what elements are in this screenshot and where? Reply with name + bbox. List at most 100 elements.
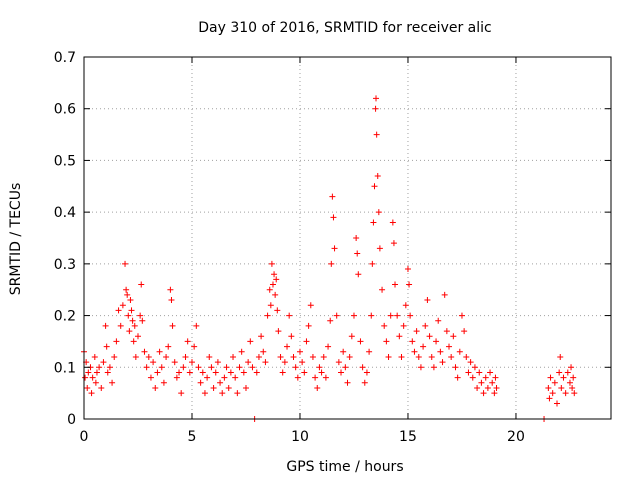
y-tick-label: 0.4 [54,205,76,221]
data-point-marker [469,374,476,381]
data-point-marker [394,312,401,319]
data-point-marker [322,374,329,381]
data-point-marker [554,400,561,407]
data-point-marker [482,374,489,381]
data-point-marker [471,364,478,371]
data-point-marker [129,317,136,324]
data-point-marker [424,297,431,304]
y-tick-label: 0.7 [54,50,76,66]
data-point-marker [253,369,260,376]
data-point-marker [448,353,455,360]
data-point-marker [264,312,271,319]
data-point-marker [489,379,496,386]
data-point-marker [467,359,474,366]
data-point-marker [318,369,325,376]
data-point-marker [564,369,571,376]
data-point-marker [373,95,380,102]
data-point-marker [402,302,409,309]
data-point-marker [353,235,360,241]
data-point-marker [387,312,394,319]
data-point-marker [560,374,567,381]
data-point-marker [212,369,219,376]
data-point-marker [320,353,327,360]
data-point-marker [398,353,405,360]
data-point-marker [201,390,208,397]
data-point-marker [476,369,483,376]
data-point-marker [348,333,355,340]
data-point-marker [404,266,411,273]
data-point-marker [232,374,239,381]
data-point-marker [160,379,167,386]
data-point-marker [493,384,500,391]
data-point-marker [558,384,565,391]
data-point-marker [103,343,110,350]
y-tick-label: 0.6 [54,102,76,118]
data-point-marker [126,328,133,335]
y-axis-label: SRMTID / TECUs [8,183,24,296]
data-point-marker [277,353,284,360]
data-point-marker [340,348,347,355]
data-point-marker [106,364,113,371]
data-point-marker [284,343,291,350]
data-point-marker [354,250,361,257]
data-point-marker [569,384,576,391]
data-point-marker [545,384,552,391]
data-point-marker [84,384,91,391]
data-point-marker [478,379,485,386]
data-point-marker [123,286,130,293]
data-point-marker [292,364,299,371]
data-point-marker [303,338,310,345]
data-point-marker [562,390,569,397]
data-point-marker [274,307,281,314]
data-point-marker [272,291,279,298]
data-point-marker [374,172,381,179]
data-point-marker [286,312,293,319]
data-point-marker [214,359,221,366]
data-point-marker [262,359,269,366]
data-point-marker [184,338,191,345]
data-point-marker [143,364,150,371]
data-point-marker [230,353,237,360]
data-point-marker [271,271,278,278]
data-point-marker [406,281,413,288]
data-point-marker [371,183,378,190]
data-point-marker [400,322,407,329]
data-point-marker [446,343,453,350]
data-point-marker [234,390,241,397]
data-point-marker [138,281,145,288]
data-point-marker [329,193,336,200]
data-point-marker [557,353,564,360]
data-point-marker [199,369,206,376]
data-point-marker [556,369,563,376]
data-point-marker [411,348,418,355]
data-point-marker [221,374,228,381]
data-point-marker [273,276,280,283]
data-point-marker [330,214,337,221]
data-point-marker [279,369,286,376]
data-point-marker [331,245,338,252]
data-point-marker [369,260,376,267]
data-point-marker [290,353,297,360]
data-point-marker [165,343,172,350]
data-point-marker [227,369,234,376]
data-point-marker [247,338,254,345]
data-point-marker [420,343,427,350]
data-point-marker [372,105,379,112]
data-point-marker [426,333,433,340]
data-point-marker [115,307,122,314]
data-point-marker [113,338,120,345]
plot-frame [83,56,612,420]
data-point-marker [145,353,152,360]
data-point-marker [422,322,429,329]
data-point-marker [428,353,435,360]
data-point-marker [85,369,92,376]
data-point-marker [439,359,446,366]
data-point-marker [182,353,189,360]
data-point-marker [210,384,217,391]
data-point-marker [275,328,282,335]
data-point-marker [415,353,422,360]
data-point-marker [100,359,107,366]
data-point-marker [458,312,465,319]
data-point-marker [132,353,139,360]
data-point-marker [546,395,553,402]
